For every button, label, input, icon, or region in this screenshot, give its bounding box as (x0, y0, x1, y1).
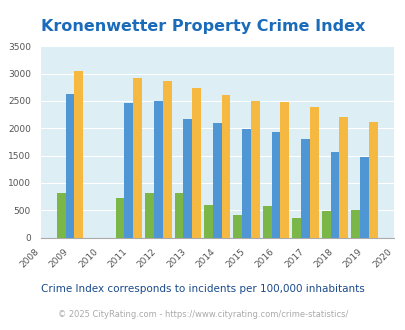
Bar (359, 157, 368, 238)
Bar (321, 211, 330, 238)
Bar (271, 132, 280, 238)
Bar (309, 107, 318, 238)
Bar (350, 210, 359, 238)
Bar (162, 81, 171, 238)
Text: Crime Index corresponds to incidents per 100,000 inhabitants: Crime Index corresponds to incidents per… (41, 284, 364, 294)
Bar (133, 79, 142, 238)
Bar (183, 119, 192, 238)
Bar (368, 122, 377, 238)
Bar (203, 205, 212, 238)
Bar (250, 101, 259, 238)
Text: © 2025 CityRating.com - https://www.cityrating.com/crime-statistics/: © 2025 CityRating.com - https://www.city… (58, 310, 347, 319)
Bar (221, 95, 230, 238)
Bar (280, 102, 289, 238)
Bar (242, 129, 250, 238)
Bar (74, 71, 83, 238)
Bar (292, 218, 301, 238)
Bar (262, 207, 271, 238)
Text: Kronenwetter Property Crime Index: Kronenwetter Property Crime Index (41, 19, 364, 34)
Bar (301, 139, 309, 238)
Bar (174, 193, 183, 238)
Bar (339, 117, 347, 238)
Bar (233, 214, 242, 238)
Bar (66, 94, 74, 238)
Bar (57, 193, 66, 238)
Bar (212, 123, 221, 238)
Bar (153, 101, 162, 238)
Bar (124, 103, 133, 238)
Bar (115, 198, 124, 238)
Bar (330, 152, 339, 238)
Bar (145, 193, 153, 238)
Bar (192, 88, 200, 238)
